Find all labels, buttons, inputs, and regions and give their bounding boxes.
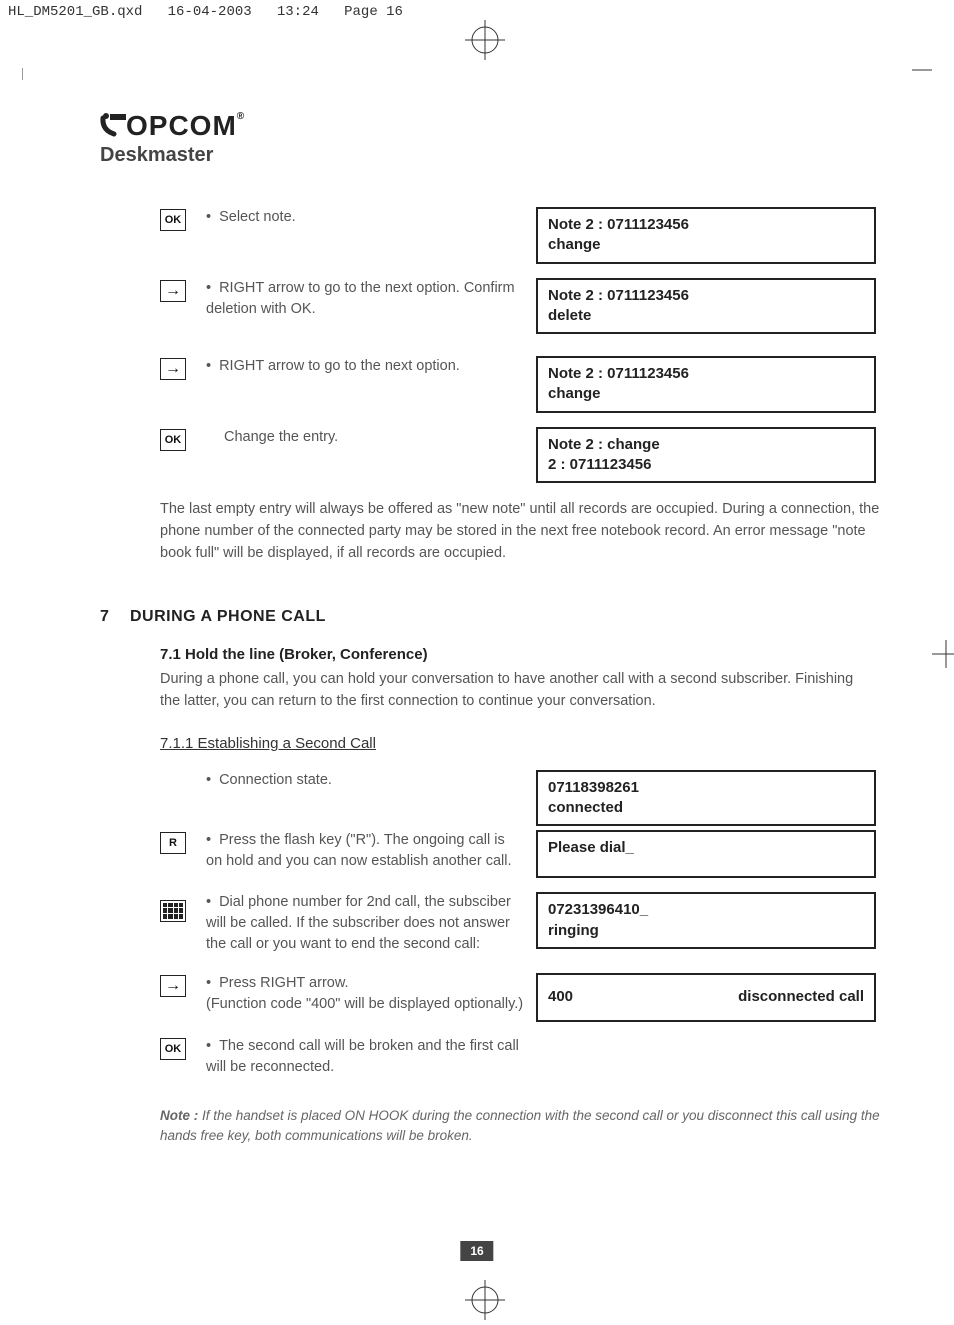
header-page: Page 16 — [344, 4, 403, 20]
header-time: 13:24 — [277, 4, 319, 20]
lcd-line: 400 — [548, 987, 573, 1007]
section-title: DURING A PHONE CALL — [130, 608, 326, 626]
logo-text: OPCOM — [126, 110, 237, 142]
call-instructions: Connection state. 07118398261connected R… — [160, 770, 890, 1078]
instruction-text: The second call will be broken and the f… — [206, 1038, 519, 1075]
subsubsection-heading: 7.1.1 Establishing a Second Call — [160, 735, 890, 752]
lcd-line: Note 2 : change — [548, 435, 864, 455]
crop-mark — [22, 60, 42, 85]
ok-key-icon: OK — [160, 429, 186, 451]
section-heading: 7 DURING A PHONE CALL — [100, 608, 890, 626]
lcd-display: Note 2 : 0711123456change — [536, 207, 876, 264]
footnote: Note : If the handset is placed ON HOOK … — [160, 1106, 880, 1147]
lcd-display: Note 2 : 0711123456delete — [536, 278, 876, 335]
right-arrow-key-icon: → — [160, 358, 186, 380]
instruction-text: RIGHT arrow to go to the next option. Co… — [206, 280, 515, 317]
subsection-heading: 7.1 Hold the line (Broker, Conference) — [160, 646, 890, 663]
section-number: 7 — [100, 608, 130, 626]
right-arrow-key-icon: → — [160, 975, 186, 997]
instruction-text: Select note. — [206, 209, 296, 225]
lcd-line: Note 2 : 0711123456 — [548, 215, 864, 235]
lcd-line: 07118398261 — [548, 778, 864, 798]
instruction-text: Press the flash key ("R"). The ongoing c… — [206, 832, 512, 869]
instruction-text: Dial phone number for 2nd call, the subs… — [206, 894, 511, 952]
brand-logo: OPCOM ® Deskmaster — [100, 110, 890, 167]
registered-mark: ® — [237, 111, 245, 122]
lcd-line: connected — [548, 798, 864, 818]
lcd-line: ringing — [548, 921, 864, 941]
header-date: 16-04-2003 — [168, 4, 252, 20]
lcd-display: 07118398261connected — [536, 770, 876, 827]
lcd-display: Please dial_ — [536, 830, 876, 878]
instruction-text: RIGHT arrow to go to the next option. — [206, 358, 460, 374]
header-filename: HL_DM5201_GB.qxd — [8, 4, 142, 20]
instruction-text: Press RIGHT arrow. (Function code "400" … — [206, 975, 523, 1012]
lcd-display: Note 2 : change2 : 0711123456 — [536, 427, 876, 484]
instruction-text: Connection state. — [206, 772, 332, 788]
lcd-line: Please dial_ — [548, 838, 864, 858]
lcd-line: 07231396410_ — [548, 900, 864, 920]
note-text: If the handset is placed ON HOOK during … — [160, 1108, 880, 1143]
register-mark-top — [465, 20, 505, 65]
lcd-line: disconnected call — [738, 987, 864, 1007]
ok-key-icon: OK — [160, 1038, 186, 1060]
register-mark-bottom — [465, 1280, 505, 1325]
right-arrow-key-icon: → — [160, 280, 186, 302]
subsection-paragraph: During a phone call, you can hold your c… — [160, 669, 860, 713]
ok-key-icon: OK — [160, 209, 186, 231]
body-paragraph: The last empty entry will always be offe… — [160, 499, 880, 564]
lcd-display: Note 2 : 0711123456change — [536, 356, 876, 413]
notebook-instructions: OK Select note. Note 2 : 0711123456chang… — [160, 207, 890, 483]
lcd-line: Note 2 : 0711123456 — [548, 286, 864, 306]
lcd-display: 07231396410_ringing — [536, 892, 876, 949]
keypad-icon — [160, 900, 186, 922]
instruction-text: Change the entry. — [224, 429, 338, 445]
crop-mark — [912, 60, 932, 85]
logo-mark-icon — [100, 108, 128, 138]
lcd-line: change — [548, 384, 864, 404]
register-mark-right — [932, 640, 954, 673]
logo-subtitle: Deskmaster — [100, 144, 890, 167]
lcd-line: Note 2 : 0711123456 — [548, 364, 864, 384]
lcd-display: 400 disconnected call — [536, 973, 876, 1021]
lcd-line: 2 : 0711123456 — [548, 455, 864, 475]
r-key-icon: R — [160, 832, 186, 854]
note-label: Note : — [160, 1108, 198, 1123]
page-number: 16 — [460, 1241, 493, 1261]
lcd-line: delete — [548, 306, 864, 326]
lcd-line: change — [548, 235, 864, 255]
